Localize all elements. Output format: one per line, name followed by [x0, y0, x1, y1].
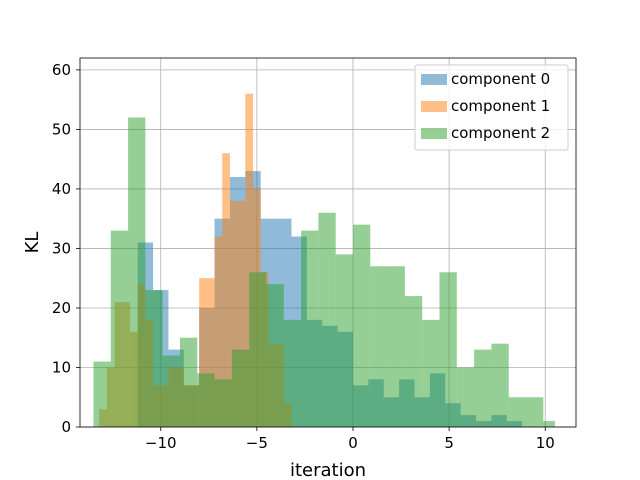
histogram-bar: [404, 296, 423, 427]
histogram-bar: [179, 337, 198, 427]
histogram-bar: [335, 254, 353, 427]
legend: component 0 component 1 component 2: [414, 64, 569, 151]
histogram-bar: [214, 236, 223, 427]
histogram-bar: [439, 272, 457, 427]
histogram-bar: [474, 349, 492, 427]
histogram-bar: [249, 272, 267, 427]
axis-ticks: −10 −5 0 5 10 0 10 20 30 40 50 60: [52, 61, 555, 452]
y-tick-label: 60: [52, 61, 71, 79]
series-2: [93, 117, 555, 428]
histogram-bar: [110, 230, 129, 427]
histogram-bar: [526, 397, 544, 427]
x-tick-label: −5: [246, 434, 268, 452]
histogram-bar: [370, 266, 388, 427]
histogram-bar: [231, 349, 250, 427]
y-axis-label: KL: [22, 232, 43, 254]
legend-swatch: [421, 74, 447, 85]
histogram-bar: [145, 290, 163, 427]
histogram-bar: [318, 212, 336, 427]
plot-frame: [79, 57, 577, 428]
y-tick-label: 20: [52, 299, 71, 317]
x-tick-label: 0: [348, 434, 358, 452]
histogram-bar: [352, 224, 371, 427]
histogram-bar: [491, 343, 509, 427]
histogram-bar: [245, 93, 254, 427]
x-axis-label: iteration: [290, 460, 366, 480]
legend-label: component 1: [451, 97, 550, 115]
x-tick-label: 5: [444, 434, 454, 452]
legend-label: component 0: [451, 70, 550, 88]
histogram-bar: [93, 361, 111, 427]
histogram-bar: [456, 367, 475, 427]
histogram-bar: [387, 266, 405, 427]
histogram-bar: [301, 230, 319, 427]
y-tick-label: 40: [52, 180, 71, 198]
histogram-bar: [128, 117, 146, 428]
histogram-bar: [214, 379, 232, 427]
x-tick-label: −10: [145, 434, 177, 452]
legend-label: component 2: [451, 124, 550, 142]
histogram-bar: [422, 319, 440, 427]
histogram-bar: [222, 153, 230, 427]
histogram-bar: [266, 284, 284, 427]
histogram-bar: [508, 397, 527, 427]
histogram-bar: [283, 319, 302, 427]
histogram-bar: [543, 421, 555, 427]
y-tick-label: 0: [61, 418, 71, 436]
legend-swatch: [421, 128, 447, 139]
histogram-bar: [162, 355, 180, 427]
y-tick-label: 50: [52, 120, 71, 138]
y-tick-label: 30: [52, 239, 71, 257]
histogram-bar: [197, 373, 215, 427]
histogram-bars: [93, 93, 555, 428]
legend-box: [414, 64, 569, 151]
x-tick-label: 10: [536, 434, 555, 452]
y-tick-label: 10: [52, 358, 71, 376]
legend-swatch: [421, 101, 447, 112]
